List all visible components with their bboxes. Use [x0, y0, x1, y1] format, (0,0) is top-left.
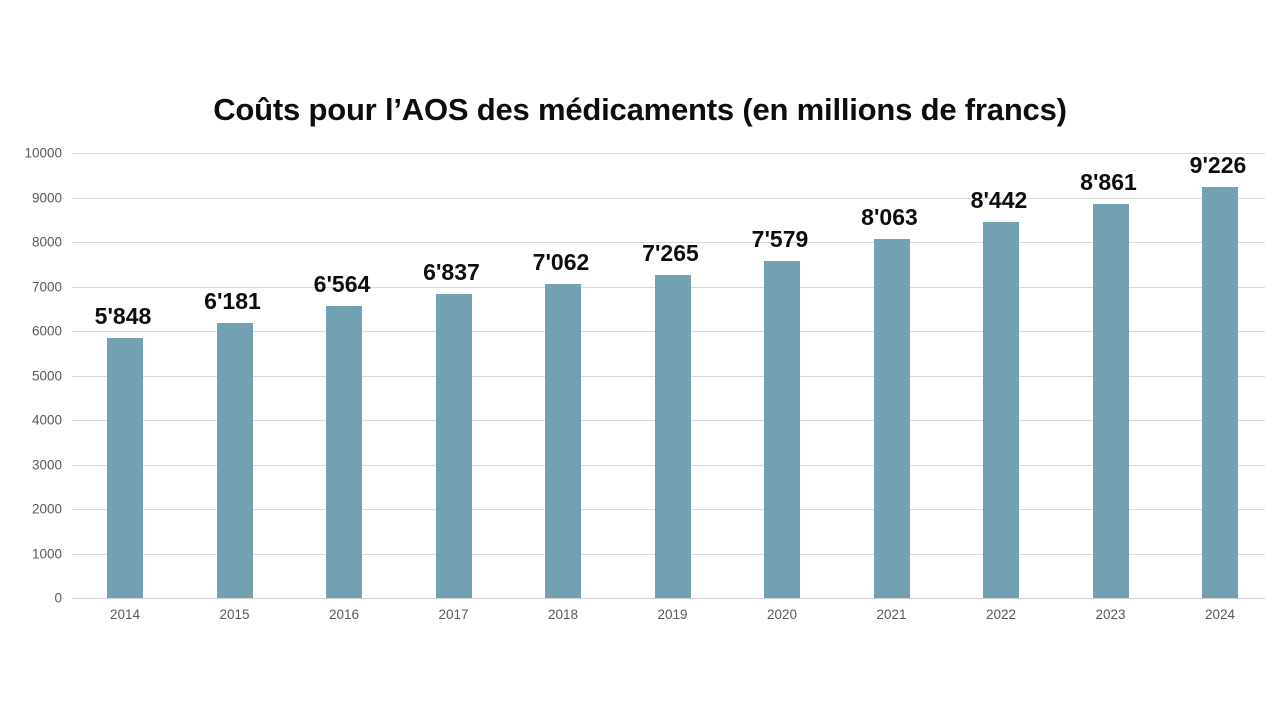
bar-value-label: 7'579 — [751, 225, 809, 252]
gridline — [72, 197, 1265, 199]
bar-value-label: 6'564 — [313, 270, 371, 297]
x-axis-tick-label: 2022 — [985, 607, 1017, 622]
bar[interactable] — [654, 274, 691, 598]
gridline — [72, 242, 1265, 243]
y-axis-tick-label: 2000 — [31, 501, 62, 517]
x-axis-tick-label: 2016 — [328, 607, 360, 622]
x-axis-tick-label: 2015 — [219, 607, 250, 622]
bar-value-label: 8'442 — [970, 187, 1028, 214]
gridline — [72, 598, 1265, 599]
x-axis-tick-label: 2023 — [1095, 607, 1126, 622]
bar-value-label: 8'861 — [1080, 168, 1137, 195]
y-axis-tick-label: 8000 — [31, 234, 62, 250]
y-axis-tick-label: 9000 — [31, 189, 62, 205]
y-axis-tick-label: 0 — [54, 590, 62, 606]
bar[interactable] — [983, 222, 1019, 598]
x-axis-tick-label: 2018 — [547, 607, 579, 622]
bar[interactable] — [1202, 187, 1238, 598]
bar[interactable] — [326, 305, 362, 598]
y-axis-tick-label: 3000 — [31, 456, 62, 472]
bar[interactable] — [545, 283, 581, 598]
plot-area — [72, 153, 1265, 599]
x-axis-tick-label: 2014 — [109, 607, 141, 622]
gridline — [72, 153, 1265, 154]
bar-value-label: 8'063 — [861, 204, 918, 231]
y-axis-tick-label: 6000 — [31, 323, 62, 339]
chart-title: Coûts pour l’AOS des médicaments (en mil… — [213, 92, 1067, 127]
y-axis-tick-label: 5000 — [31, 367, 62, 383]
x-axis-tick-label: 2021 — [876, 607, 907, 622]
bar[interactable] — [873, 239, 910, 598]
bar-value-label: 7'062 — [532, 248, 590, 275]
bar-value-label: 7'265 — [642, 239, 699, 266]
y-axis-tick-label: 7000 — [31, 278, 62, 294]
bar[interactable] — [107, 337, 143, 598]
bar[interactable] — [435, 293, 472, 598]
x-axis-tick-label: 2017 — [438, 607, 469, 622]
x-axis-tick-label: 2019 — [657, 607, 688, 622]
x-axis-tick-label: 2020 — [766, 607, 798, 622]
bar-value-label: 6'837 — [423, 258, 480, 285]
bar[interactable] — [216, 322, 253, 598]
y-axis-tick-label: 4000 — [31, 412, 62, 428]
bar-value-label: 6'181 — [204, 287, 261, 314]
y-axis-tick-label: 10000 — [24, 145, 62, 161]
bar[interactable] — [1092, 203, 1129, 598]
bar[interactable] — [764, 260, 800, 598]
bar-value-label: 9'226 — [1189, 152, 1247, 179]
bar-value-label: 5'848 — [94, 302, 152, 329]
x-axis-tick-label: 2024 — [1204, 607, 1236, 622]
y-axis-tick-label: 1000 — [31, 545, 62, 561]
